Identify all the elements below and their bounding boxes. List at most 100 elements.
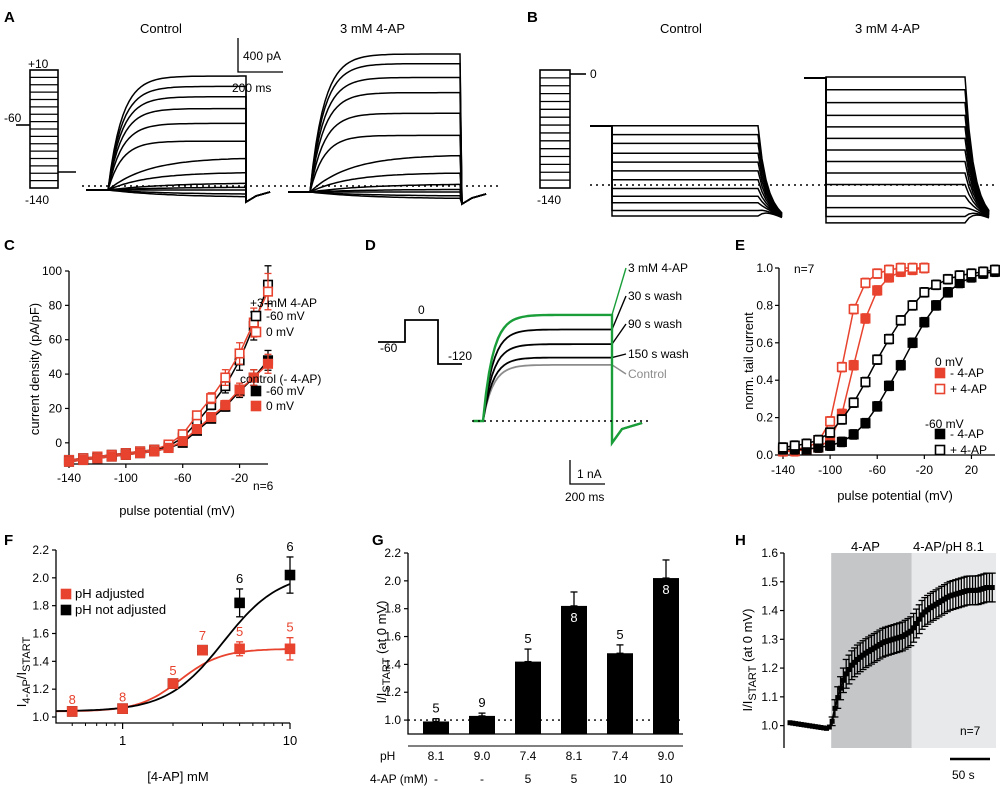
panel-c-label: C bbox=[4, 237, 15, 254]
panel-h-point bbox=[854, 656, 860, 662]
panel-c-legend-label: -60 mV bbox=[266, 384, 305, 398]
panel-h-point bbox=[809, 723, 815, 729]
panel-h-point bbox=[801, 722, 807, 728]
panel-c-legend-label: 0 mV bbox=[266, 325, 294, 339]
panel-g-ylabel: I/ISTART (at 0 mV) bbox=[374, 601, 393, 704]
panel-g-ph-value: 7.4 bbox=[612, 749, 629, 763]
panel-h-point bbox=[838, 685, 844, 691]
panel-h-timecourse-plot: 1.0 1.1 1.2 1.3 1.4 1.5 1.6 bbox=[761, 546, 996, 748]
panel-d-trace bbox=[473, 343, 643, 446]
panel-e-point bbox=[931, 279, 942, 290]
panel-h-point bbox=[989, 585, 995, 591]
panel-e-n: n=7 bbox=[794, 262, 815, 276]
panel-g-conc-value: - bbox=[434, 772, 438, 786]
panel-d-leader bbox=[611, 353, 627, 359]
panel-e-ylabel: norm. tail current bbox=[741, 312, 756, 410]
panel-h-point bbox=[942, 596, 947, 602]
panel-f-fit-curve bbox=[55, 583, 291, 712]
panel-h-point bbox=[958, 589, 964, 595]
panel-f-legend-label: pH adjusted bbox=[75, 586, 144, 601]
panel-a-drug-trace bbox=[288, 172, 487, 206]
panel-e-point bbox=[825, 440, 836, 451]
panel-a-protocol-bottom: -140 bbox=[25, 193, 49, 207]
panel-a-control-trace bbox=[86, 140, 271, 204]
panel-f-ytick-label: 1.2 bbox=[32, 682, 49, 696]
panel-b-drug-trace bbox=[804, 77, 990, 218]
panel-e-point bbox=[825, 416, 836, 427]
panel-e-point bbox=[825, 427, 836, 438]
panel-e-xtick-label: 20 bbox=[965, 463, 979, 477]
panel-d-traces: Control 150 s wash 90 s wash 30 s wash 3 mM … bbox=[473, 261, 689, 447]
panel-e-point bbox=[860, 377, 871, 388]
panel-g-ytick-label: 1.0 bbox=[384, 713, 401, 727]
panel-c-n: n=6 bbox=[253, 479, 274, 493]
panel-a-drug-trace bbox=[288, 188, 487, 206]
panel-g-bar-chart: 1.0 1.2 1.4 1.6 1.8 2.0 2.2 5 8.1 - 9 9.0 - 5 7.4 5 8 8.1… bbox=[384, 546, 683, 786]
panel-e-ytick-label: 0.6 bbox=[756, 336, 773, 350]
panel-h-point bbox=[807, 723, 813, 729]
panel-h-point bbox=[967, 587, 973, 593]
panel-e-point bbox=[907, 337, 918, 348]
panel-d-trace-label: 30 s wash bbox=[628, 289, 682, 303]
panel-a-scale-current: 400 pA bbox=[243, 49, 281, 63]
panel-d-voltage-protocol bbox=[378, 319, 462, 365]
panel-f-point bbox=[234, 643, 245, 655]
panel-h-point bbox=[925, 607, 931, 613]
panel-c-point bbox=[191, 424, 202, 435]
panel-h-ytick-label: 1.4 bbox=[761, 604, 778, 618]
panel-f-label: F bbox=[4, 532, 13, 549]
panel-a-control-trace bbox=[86, 189, 271, 204]
panel-d-trace-label: 90 s wash bbox=[628, 317, 682, 331]
panel-f-legend-marker bbox=[60, 604, 72, 616]
panel-d-trace-label: 3 mM 4-AP bbox=[628, 261, 688, 275]
panel-e-point bbox=[942, 287, 953, 298]
panel-h-point bbox=[860, 652, 866, 658]
panel-h-point bbox=[821, 725, 827, 731]
panel-e-point bbox=[872, 401, 883, 412]
panel-g-axes bbox=[407, 553, 683, 735]
panel-e-point bbox=[895, 360, 906, 371]
panel-h-ytick-label: 1.5 bbox=[761, 575, 778, 589]
panel-e-point bbox=[966, 268, 977, 279]
panel-a-control-traces bbox=[86, 75, 271, 204]
panel-g-ytick-label: 2.2 bbox=[384, 546, 401, 560]
panel-a-control-trace bbox=[86, 186, 271, 204]
panel-e-xtick-label: -20 bbox=[916, 463, 934, 477]
panel-h-point bbox=[826, 724, 832, 730]
panel-h-point bbox=[883, 639, 889, 645]
panel-a-drug-traces bbox=[288, 53, 487, 206]
panel-f-axes bbox=[55, 550, 290, 724]
panel-h-point bbox=[787, 720, 793, 726]
panel-h-ytick-label: 1.6 bbox=[761, 546, 778, 560]
panel-e-point bbox=[801, 438, 812, 449]
panel-h-point bbox=[933, 601, 939, 607]
panel-g-errorbar bbox=[570, 591, 578, 607]
panel-h-point bbox=[981, 585, 987, 591]
panel-a-control-trace bbox=[86, 107, 271, 204]
panel-h-ytick-label: 1.0 bbox=[761, 719, 778, 733]
panel-c-ytick-label: 40 bbox=[49, 367, 63, 381]
panel-e-ytick-label: 0.0 bbox=[756, 448, 773, 462]
panel-h-point bbox=[857, 654, 863, 660]
panel-h-point bbox=[956, 590, 962, 596]
panel-h-point bbox=[829, 718, 835, 724]
panel-c-xtick-label: -60 bbox=[174, 471, 192, 485]
panel-d-trace bbox=[473, 356, 643, 446]
panel-f-point bbox=[234, 597, 245, 609]
panel-h-point bbox=[922, 609, 928, 615]
panel-e-point bbox=[860, 313, 871, 324]
panel-c-ytick-label: 80 bbox=[49, 298, 63, 312]
panel-e-point bbox=[872, 268, 883, 279]
panel-a-drug-trace bbox=[288, 112, 487, 206]
panel-e-point bbox=[883, 380, 895, 391]
panel-b-drug-trace bbox=[804, 77, 990, 215]
panel-f-n-label: 5 bbox=[169, 663, 176, 678]
panel-h-ytick-label: 1.2 bbox=[761, 661, 778, 675]
panel-g-errorbar bbox=[432, 718, 440, 723]
panel-e-point bbox=[848, 360, 859, 371]
panel-g-n-label: 9 bbox=[478, 695, 485, 710]
panel-e-legend-marker bbox=[934, 367, 946, 379]
panel-h-point bbox=[790, 720, 796, 726]
panel-h-point bbox=[835, 695, 841, 701]
